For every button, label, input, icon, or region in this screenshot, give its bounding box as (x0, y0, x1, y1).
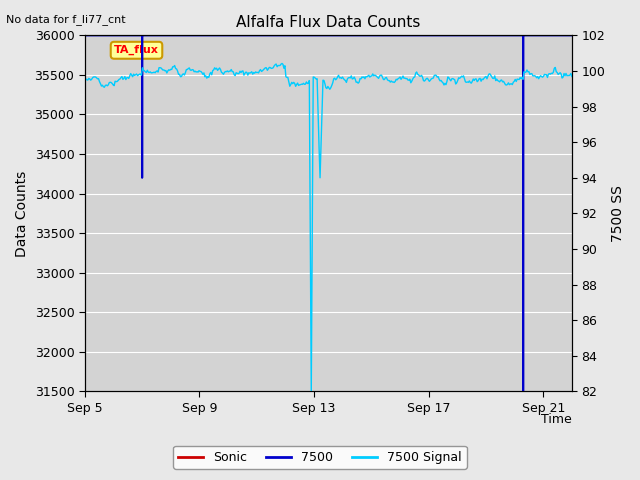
Legend: Sonic, 7500, 7500 Signal: Sonic, 7500, 7500 Signal (173, 446, 467, 469)
Text: No data for f_li77_cnt: No data for f_li77_cnt (6, 14, 126, 25)
Y-axis label: 7500 SS: 7500 SS (611, 185, 625, 242)
Text: TA_flux: TA_flux (114, 45, 159, 55)
Y-axis label: Data Counts: Data Counts (15, 170, 29, 256)
Title: Alfalfa Flux Data Counts: Alfalfa Flux Data Counts (236, 15, 420, 30)
X-axis label: Time: Time (541, 413, 572, 426)
